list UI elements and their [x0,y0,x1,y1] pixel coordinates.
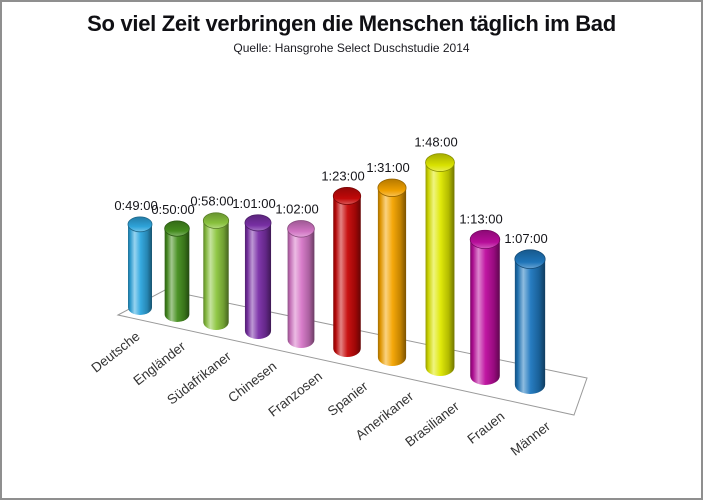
bar-cylinder-body-franzosen [287,228,315,348]
bar-manner [514,249,546,394]
category-label-chinesen: Chinesen [225,359,279,406]
value-label-chinesen: 1:01:00 [232,196,275,211]
value-label-manner: 1:07:00 [504,231,547,246]
bar-franzosen [287,220,315,348]
category-label-frauen: Frauen [465,409,508,447]
value-label-amerikaner: 1:31:00 [366,160,409,175]
bar-cylinder-body-frauen [470,239,500,385]
bar-deutsche [127,216,153,315]
bar-cylinder-body-englander [164,228,190,322]
category-label-deutsche: Deutsche [88,329,142,376]
bar-frauen [469,229,501,385]
category-label-englander: Engländer [131,338,189,388]
chart-source: Quelle: Hansgrohe Select Duschstudie 201… [233,41,470,55]
value-label-frauen: 1:13:00 [459,211,502,226]
category-label-manner: Männer [508,418,554,458]
bar-cylinder-body-amerikaner [377,187,407,366]
bar-cylinder-body-deutsche [128,224,152,315]
bar-chinesen [244,214,272,339]
category-label-franzosen: Franzosen [266,369,326,420]
bar-cylinder-body-brasilianer [425,162,455,376]
category-label-spanier: Spanier [325,378,371,419]
bar-spanier [332,187,362,357]
bar-cylinder-top-englander [164,220,190,237]
value-label-deutsche: 0:49:00 [114,198,157,213]
bar-cylinder-top-manner [514,249,546,269]
bar-englander [164,220,190,322]
bar-cylinder-top-sudafrikaner [202,212,230,229]
bar-amerikaner [377,178,407,366]
bar-brasilianer [425,153,455,376]
bar-cylinder-top-spanier [332,187,362,205]
value-label-sudafrikaner: 0:58:00 [190,194,233,209]
value-label-brasilianer: 1:48:00 [414,135,457,150]
bar-cylinder-top-amerikaner [377,178,407,197]
bar-cylinder-top-chinesen [244,214,272,232]
bar-cylinder-body-spanier [333,195,361,357]
bar-cylinder-body-manner [514,259,546,394]
bar-cylinder-top-franzosen [287,220,315,238]
value-label-spanier: 1:23:00 [321,168,364,183]
value-label-franzosen: 1:02:00 [275,202,318,217]
category-label-brasilianer: Brasilianer [402,398,462,449]
chart-header: So viel Zeit verbringen die Menschen täg… [2,11,701,55]
chart-title: So viel Zeit verbringen die Menschen täg… [87,11,616,36]
bar-cylinder-top-deutsche [127,216,153,233]
bar-sudafrikaner [202,212,230,330]
value-label-englander: 0:50:00 [151,202,194,217]
bar-cylinder-body-sudafrikaner [203,220,229,330]
bar-cylinder-top-brasilianer [425,153,455,172]
bar-cylinder-top-frauen [469,229,501,250]
bar-cylinder-body-chinesen [244,222,272,339]
